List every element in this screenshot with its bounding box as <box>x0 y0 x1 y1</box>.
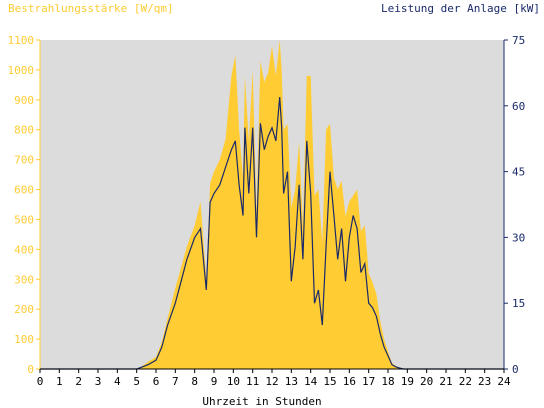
x-tick-label: 6 <box>153 375 160 388</box>
x-tick-label: 5 <box>133 375 140 388</box>
right-tick-label: 45 <box>512 166 525 179</box>
x-tick-label: 7 <box>172 375 179 388</box>
x-tick-label: 3 <box>95 375 102 388</box>
x-axis-label: Uhrzeit in Stunden <box>202 395 321 408</box>
right-axis-title: Leistung der Anlage [kW] <box>381 2 540 15</box>
left-tick-label: 100 <box>14 333 34 346</box>
right-tick-label: 60 <box>512 100 525 113</box>
x-tick-label: 14 <box>304 375 318 388</box>
x-tick-label: 9 <box>211 375 218 388</box>
x-tick-label: 1 <box>56 375 63 388</box>
x-tick-label: 2 <box>75 375 82 388</box>
x-tick-label: 18 <box>381 375 394 388</box>
left-tick-label: 300 <box>14 273 34 286</box>
right-tick-label: 0 <box>512 363 519 376</box>
left-tick-label: 200 <box>14 303 34 316</box>
left-tick-label: 800 <box>14 124 34 137</box>
x-tick-label: 13 <box>285 375 298 388</box>
x-tick-label: 17 <box>362 375 375 388</box>
irradiance-area <box>40 40 504 369</box>
x-tick-label: 21 <box>439 375 452 388</box>
x-tick-label: 20 <box>420 375 433 388</box>
left-tick-label: 1100 <box>8 34 35 47</box>
x-tick-label: 12 <box>265 375 278 388</box>
x-tick-label: 24 <box>497 375 511 388</box>
x-tick-label: 19 <box>401 375 414 388</box>
left-tick-label: 900 <box>14 94 34 107</box>
x-tick-label: 10 <box>227 375 240 388</box>
x-tick-label: 15 <box>323 375 336 388</box>
left-tick-label: 400 <box>14 243 34 256</box>
left-tick-label: 1000 <box>8 64 35 77</box>
x-tick-label: 8 <box>191 375 198 388</box>
power-line <box>40 96 504 370</box>
x-tick-label: 4 <box>114 375 121 388</box>
x-tick-label: 22 <box>459 375 472 388</box>
x-tick-label: 0 <box>37 375 44 388</box>
right-tick-label: 15 <box>512 297 525 310</box>
left-tick-label: 600 <box>14 184 34 197</box>
left-axis-title: Bestrahlungsstärke [W/qm] <box>8 2 174 15</box>
right-tick-label: 30 <box>512 231 525 244</box>
left-tick-label: 500 <box>14 213 34 226</box>
x-tick-label: 11 <box>246 375 259 388</box>
right-tick-label: 75 <box>512 34 525 47</box>
left-tick-label: 700 <box>14 154 34 167</box>
x-tick-label: 16 <box>343 375 356 388</box>
left-tick-label: 0 <box>27 363 34 376</box>
x-tick-label: 23 <box>478 375 491 388</box>
